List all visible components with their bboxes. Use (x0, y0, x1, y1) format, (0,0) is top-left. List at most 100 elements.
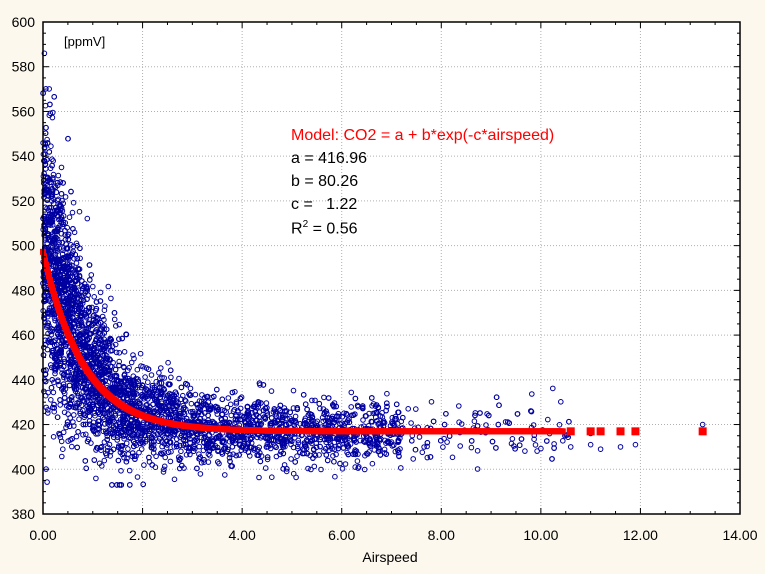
data-point (161, 463, 168, 470)
data-point (180, 429, 186, 436)
data-point (120, 433, 127, 439)
data-point (73, 405, 79, 411)
data-point (90, 360, 96, 366)
data-point (538, 445, 544, 452)
data-point (129, 432, 135, 439)
data-point (82, 412, 88, 419)
fit-point (54, 303, 61, 310)
data-point (151, 446, 157, 452)
data-point (369, 460, 376, 467)
data-point (148, 442, 155, 448)
data-point (178, 432, 185, 439)
data-point (187, 451, 193, 458)
data-point (194, 438, 200, 444)
data-point (51, 211, 58, 218)
data-point (416, 434, 423, 440)
data-point (587, 441, 594, 448)
data-point (79, 322, 85, 329)
data-point (161, 466, 167, 473)
data-point (88, 351, 95, 358)
data-point (279, 414, 286, 421)
data-point (269, 474, 275, 481)
data-point (164, 442, 170, 448)
data-point (355, 465, 361, 471)
data-point (309, 414, 316, 421)
data-point (66, 318, 73, 324)
data-point (56, 239, 63, 246)
data-point (444, 439, 450, 445)
data-point (424, 440, 431, 446)
data-point (44, 140, 51, 146)
data-point (321, 436, 328, 443)
data-point (247, 436, 254, 443)
data-point (183, 398, 189, 404)
data-point (168, 448, 174, 455)
data-point (352, 395, 359, 402)
data-point (256, 414, 262, 420)
data-point (205, 399, 212, 405)
data-point (219, 396, 226, 403)
data-point (67, 415, 73, 421)
data-point (277, 402, 284, 409)
data-point (531, 436, 537, 443)
data-point (164, 393, 171, 399)
data-point (295, 437, 302, 444)
data-point (291, 419, 297, 425)
data-point (93, 299, 100, 305)
data-point (282, 434, 289, 441)
data-point (77, 410, 83, 417)
data-point (468, 444, 475, 451)
data-point (199, 392, 205, 398)
data-point (178, 384, 185, 391)
data-point (331, 419, 338, 426)
data-point (120, 426, 126, 433)
data-point (109, 430, 116, 437)
data-point (106, 368, 113, 375)
data-point (65, 236, 72, 243)
data-point (80, 432, 86, 438)
data-point (97, 365, 103, 371)
data-point (264, 456, 271, 463)
data-point (57, 397, 63, 403)
data-point (167, 427, 173, 434)
data-point (60, 265, 66, 272)
data-point (116, 482, 123, 488)
data-point (390, 442, 397, 448)
data-point (57, 271, 63, 278)
data-point (229, 444, 236, 450)
data-point (516, 442, 523, 449)
data-point (92, 412, 98, 419)
data-point (44, 322, 51, 329)
data-point (280, 450, 287, 457)
data-point (79, 278, 85, 284)
data-point (292, 459, 299, 465)
data-point (95, 431, 101, 437)
data-point (186, 432, 193, 438)
data-point (121, 379, 127, 385)
fit-point (48, 284, 55, 291)
data-point (131, 355, 137, 362)
data-point (158, 450, 164, 457)
data-point (132, 385, 139, 391)
data-point (48, 384, 55, 391)
data-point (471, 418, 478, 425)
data-point (96, 422, 103, 429)
data-point (90, 283, 96, 290)
data-point (257, 458, 264, 465)
data-point (89, 403, 96, 410)
data-point (160, 386, 167, 392)
data-point (511, 443, 517, 449)
data-point (363, 413, 369, 419)
data-point (112, 426, 119, 432)
data-point (263, 435, 269, 442)
data-point (58, 164, 65, 171)
data-point (239, 413, 245, 419)
data-point (502, 419, 509, 425)
data-point (45, 231, 51, 237)
data-point (113, 349, 120, 356)
data-point (41, 158, 47, 164)
data-point (196, 409, 202, 415)
data-point (308, 466, 314, 473)
data-point (107, 338, 113, 345)
